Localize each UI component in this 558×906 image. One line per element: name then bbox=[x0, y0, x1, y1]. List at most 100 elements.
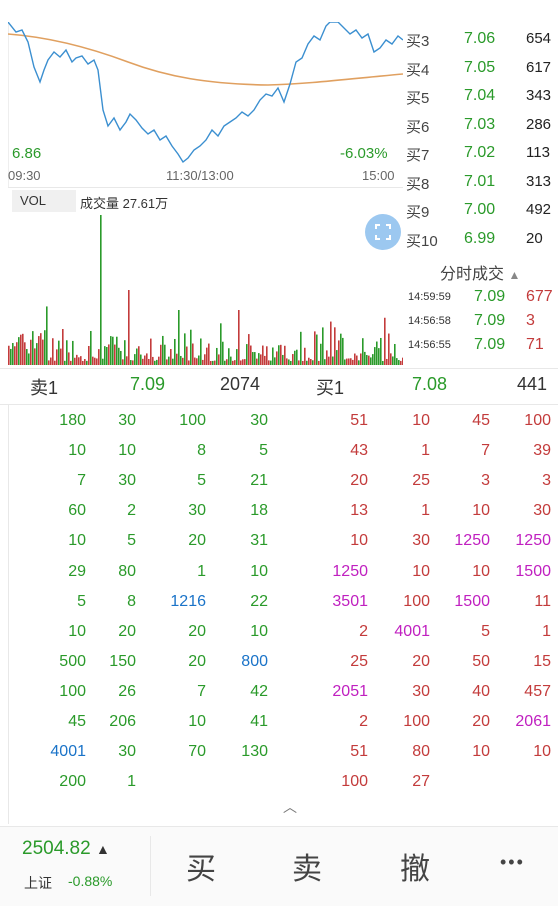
bid-row[interactable]: 买9 7.00 492 bbox=[406, 201, 558, 225]
trades-title-text: 分时成交 bbox=[440, 266, 505, 283]
trades-title[interactable]: 分时成交 ▲ bbox=[440, 260, 520, 284]
bid-row[interactable]: 买8 7.01 313 bbox=[406, 173, 558, 197]
queue-buy-volume: 180 bbox=[59, 412, 86, 429]
volume-bar bbox=[126, 356, 128, 365]
more-button[interactable]: ••• bbox=[500, 852, 525, 872]
volume-bar bbox=[294, 350, 296, 365]
intraday-chart[interactable] bbox=[7, 21, 404, 187]
bid-row[interactable]: 买5 7.04 343 bbox=[406, 87, 558, 111]
cancel-order-button[interactable]: 撤 bbox=[400, 853, 430, 886]
volume-bar bbox=[302, 360, 304, 365]
chevron-up-icon[interactable]: ︿ bbox=[283, 799, 297, 815]
queue-sell-volume: 7 bbox=[481, 442, 490, 460]
bid-qty: 654 bbox=[526, 30, 552, 47]
volume-bar bbox=[370, 357, 372, 365]
queue-sell-volume: 3501 bbox=[332, 592, 368, 610]
queue-sell-volume: 10 bbox=[533, 743, 551, 761]
volume-bar bbox=[152, 356, 154, 365]
volume-bar bbox=[250, 345, 252, 365]
queue-buy-volume: 10 bbox=[250, 622, 268, 640]
queue-buy-volume: 5 bbox=[197, 472, 206, 490]
bid-row[interactable]: 买4 7.05 617 bbox=[406, 59, 558, 83]
volume-bar bbox=[358, 360, 360, 365]
queue-buy-volume: 10 bbox=[68, 532, 86, 550]
volume-bar bbox=[118, 347, 120, 365]
volume-bar bbox=[284, 345, 286, 365]
volume-bar bbox=[208, 343, 210, 365]
volume-bar bbox=[86, 360, 88, 365]
queue-buy-volume: 130 bbox=[241, 743, 268, 761]
volume-bar bbox=[314, 331, 316, 365]
bid-level-label: 买10 bbox=[406, 232, 438, 250]
bid-qty: 617 bbox=[526, 58, 552, 76]
volume-bar bbox=[308, 357, 310, 365]
volume-bar bbox=[394, 343, 396, 365]
volume-bar bbox=[224, 360, 226, 365]
volume-bar bbox=[246, 344, 248, 365]
queue-sell-volume: 20 bbox=[412, 652, 430, 670]
volume-bar bbox=[112, 336, 114, 365]
vol-tab[interactable]: VOL bbox=[12, 190, 76, 212]
queue-sell-volume: 2051 bbox=[332, 682, 368, 700]
bid-row[interactable]: 买10 6.99 20 bbox=[406, 230, 558, 254]
volume-bar bbox=[114, 344, 116, 365]
triangle-up-icon: ▲ bbox=[95, 841, 110, 857]
queue-buy-volume: 7 bbox=[77, 472, 86, 490]
volume-bar bbox=[230, 356, 232, 365]
volume-bar bbox=[238, 310, 240, 365]
queue-sell-volume: 45 bbox=[472, 412, 490, 429]
volume-bar bbox=[362, 338, 364, 365]
volume-bar bbox=[290, 360, 292, 365]
volume-bar bbox=[168, 356, 170, 365]
volume-chart bbox=[8, 215, 404, 365]
queue-sell-volume: 10 bbox=[472, 502, 490, 520]
volume-bar bbox=[292, 354, 294, 365]
volume-bar bbox=[96, 358, 98, 365]
volume-bar bbox=[262, 345, 264, 365]
queue-sell-volume: 39 bbox=[533, 442, 551, 460]
bid-row[interactable]: 买6 7.03 286 bbox=[406, 116, 558, 140]
sell-button[interactable]: 卖 bbox=[292, 853, 322, 886]
index-name: 上证 bbox=[24, 875, 52, 891]
trade-row: 14:56:55 7.09 71 bbox=[406, 336, 558, 358]
volume-bar bbox=[146, 353, 148, 365]
queue-sell-volume: 1250 bbox=[454, 532, 490, 550]
volume-bar bbox=[356, 355, 358, 365]
queue-buy-volume: 20 bbox=[188, 622, 206, 640]
index-value[interactable]: 2504.82 ▲ bbox=[22, 838, 110, 860]
price-line-chart bbox=[7, 21, 404, 187]
queue-buy-volume: 41 bbox=[250, 713, 268, 730]
fullscreen-button[interactable] bbox=[365, 214, 401, 250]
volume-bar bbox=[318, 360, 320, 365]
bid-price: 7.06 bbox=[464, 30, 496, 47]
volume-bar bbox=[82, 360, 84, 365]
volume-bar bbox=[100, 215, 102, 365]
queue-buy-volume: 10 bbox=[68, 442, 86, 460]
queue-sell-volume: 457 bbox=[524, 682, 551, 700]
volume-bar bbox=[78, 357, 80, 365]
volume-bar bbox=[52, 338, 54, 365]
volume-bar bbox=[278, 345, 280, 365]
change-pct-label: -6.03% bbox=[340, 145, 388, 162]
buy1-price: 7.08 bbox=[412, 374, 448, 394]
volume-bar bbox=[324, 359, 326, 365]
bid-row[interactable]: 买7 7.02 113 bbox=[406, 144, 558, 168]
volume-bar bbox=[138, 346, 140, 365]
queue-buy-volume: 8 bbox=[197, 442, 206, 460]
buy-button[interactable]: 买 bbox=[186, 853, 216, 886]
volume-bar bbox=[248, 334, 250, 365]
queue-sell-volume: 43 bbox=[350, 442, 368, 460]
queue-sell-volume: 1 bbox=[421, 442, 430, 460]
queue-buy-volume: 7 bbox=[197, 682, 206, 700]
queue-sell-volume: 1250 bbox=[332, 562, 368, 580]
volume-bar bbox=[334, 327, 336, 365]
volume-bar bbox=[80, 356, 82, 365]
index-change: -0.88% bbox=[68, 873, 113, 889]
volume-bar bbox=[320, 343, 322, 365]
volume-bar bbox=[388, 333, 390, 365]
bid-qty: 492 bbox=[526, 201, 552, 218]
bid-row[interactable]: 买3 7.06 654 bbox=[406, 30, 558, 54]
queue-sell-volume: 10 bbox=[350, 532, 368, 550]
trade-qty: 71 bbox=[526, 336, 544, 353]
volume-bar bbox=[182, 357, 184, 365]
